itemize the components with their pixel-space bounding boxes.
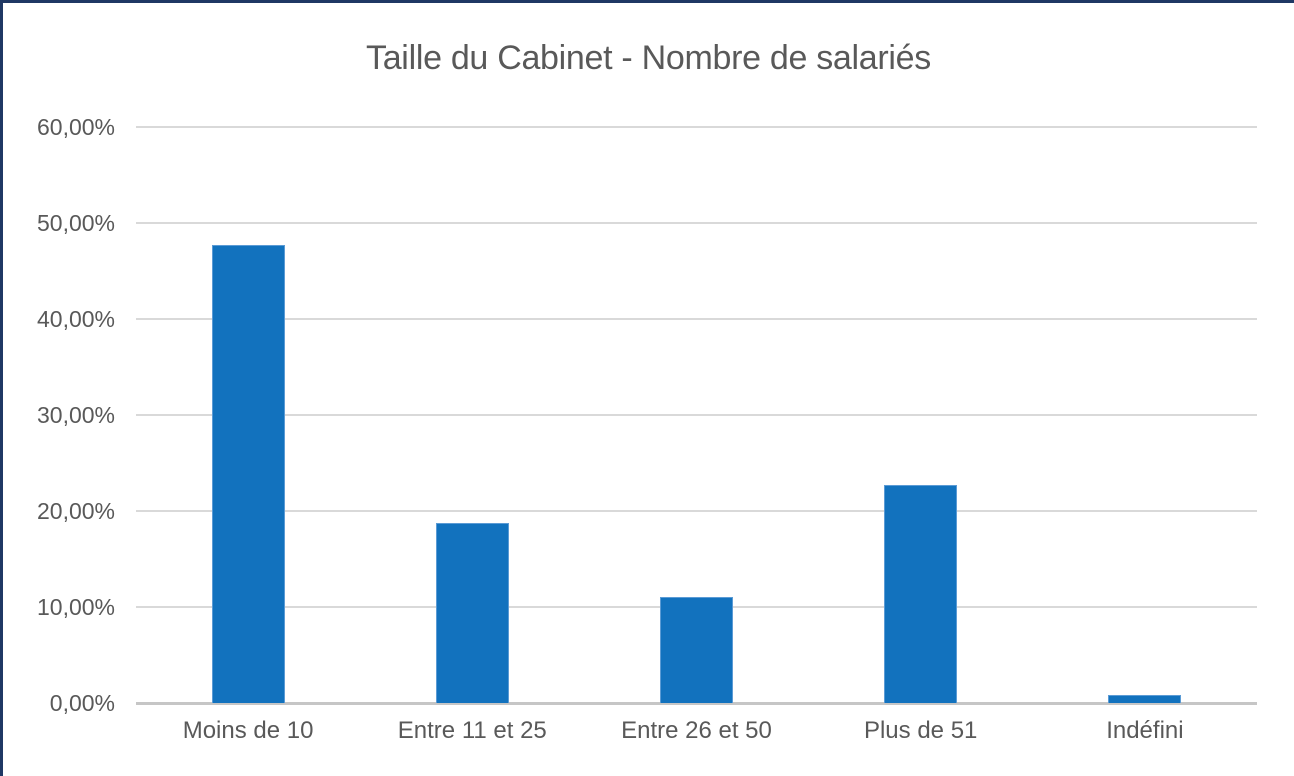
plot-area (136, 126, 1257, 705)
x-category-label: Entre 11 et 25 (397, 717, 547, 744)
chart-title: Taille du Cabinet - Nombre de salariés (366, 39, 931, 77)
y-tick-label: 60,00% (36, 114, 115, 140)
bar-entre-11-et-25 (435, 523, 509, 703)
y-tick-label: 10,00% (36, 594, 115, 620)
x-category-label: Entre 26 et 50 (621, 717, 772, 744)
y-tick-label: 30,00% (36, 402, 115, 428)
x-axis: Moins de 10 Entre 11 et 25 Entre 26 et 50 P… (136, 717, 1257, 757)
gridline (136, 318, 1257, 320)
y-tick-label: 20,00% (36, 498, 115, 524)
y-axis: 0,00% 10,00% 20,00% 30,00% 40,00% 50,00% 60,00… (3, 114, 115, 716)
x-category-label: Indéfini (1106, 717, 1184, 744)
y-tick-label: 50,00% (36, 210, 115, 236)
bar-moins-de-10 (211, 245, 285, 703)
x-category-label: Plus de 51 (863, 717, 978, 744)
bar-plus-de-51 (884, 485, 958, 703)
y-tick-label: 40,00% (36, 306, 115, 332)
x-axis-line (136, 702, 1257, 705)
y-tick-label: 0,00% (49, 690, 115, 716)
gridline (136, 222, 1257, 224)
bar-entre-26-et-50 (660, 597, 733, 703)
gridline (136, 126, 1257, 128)
x-category-label: Moins de 10 (182, 717, 314, 744)
bar-ind-fini (1108, 695, 1182, 703)
gridline (136, 414, 1257, 416)
gridline (136, 510, 1257, 512)
